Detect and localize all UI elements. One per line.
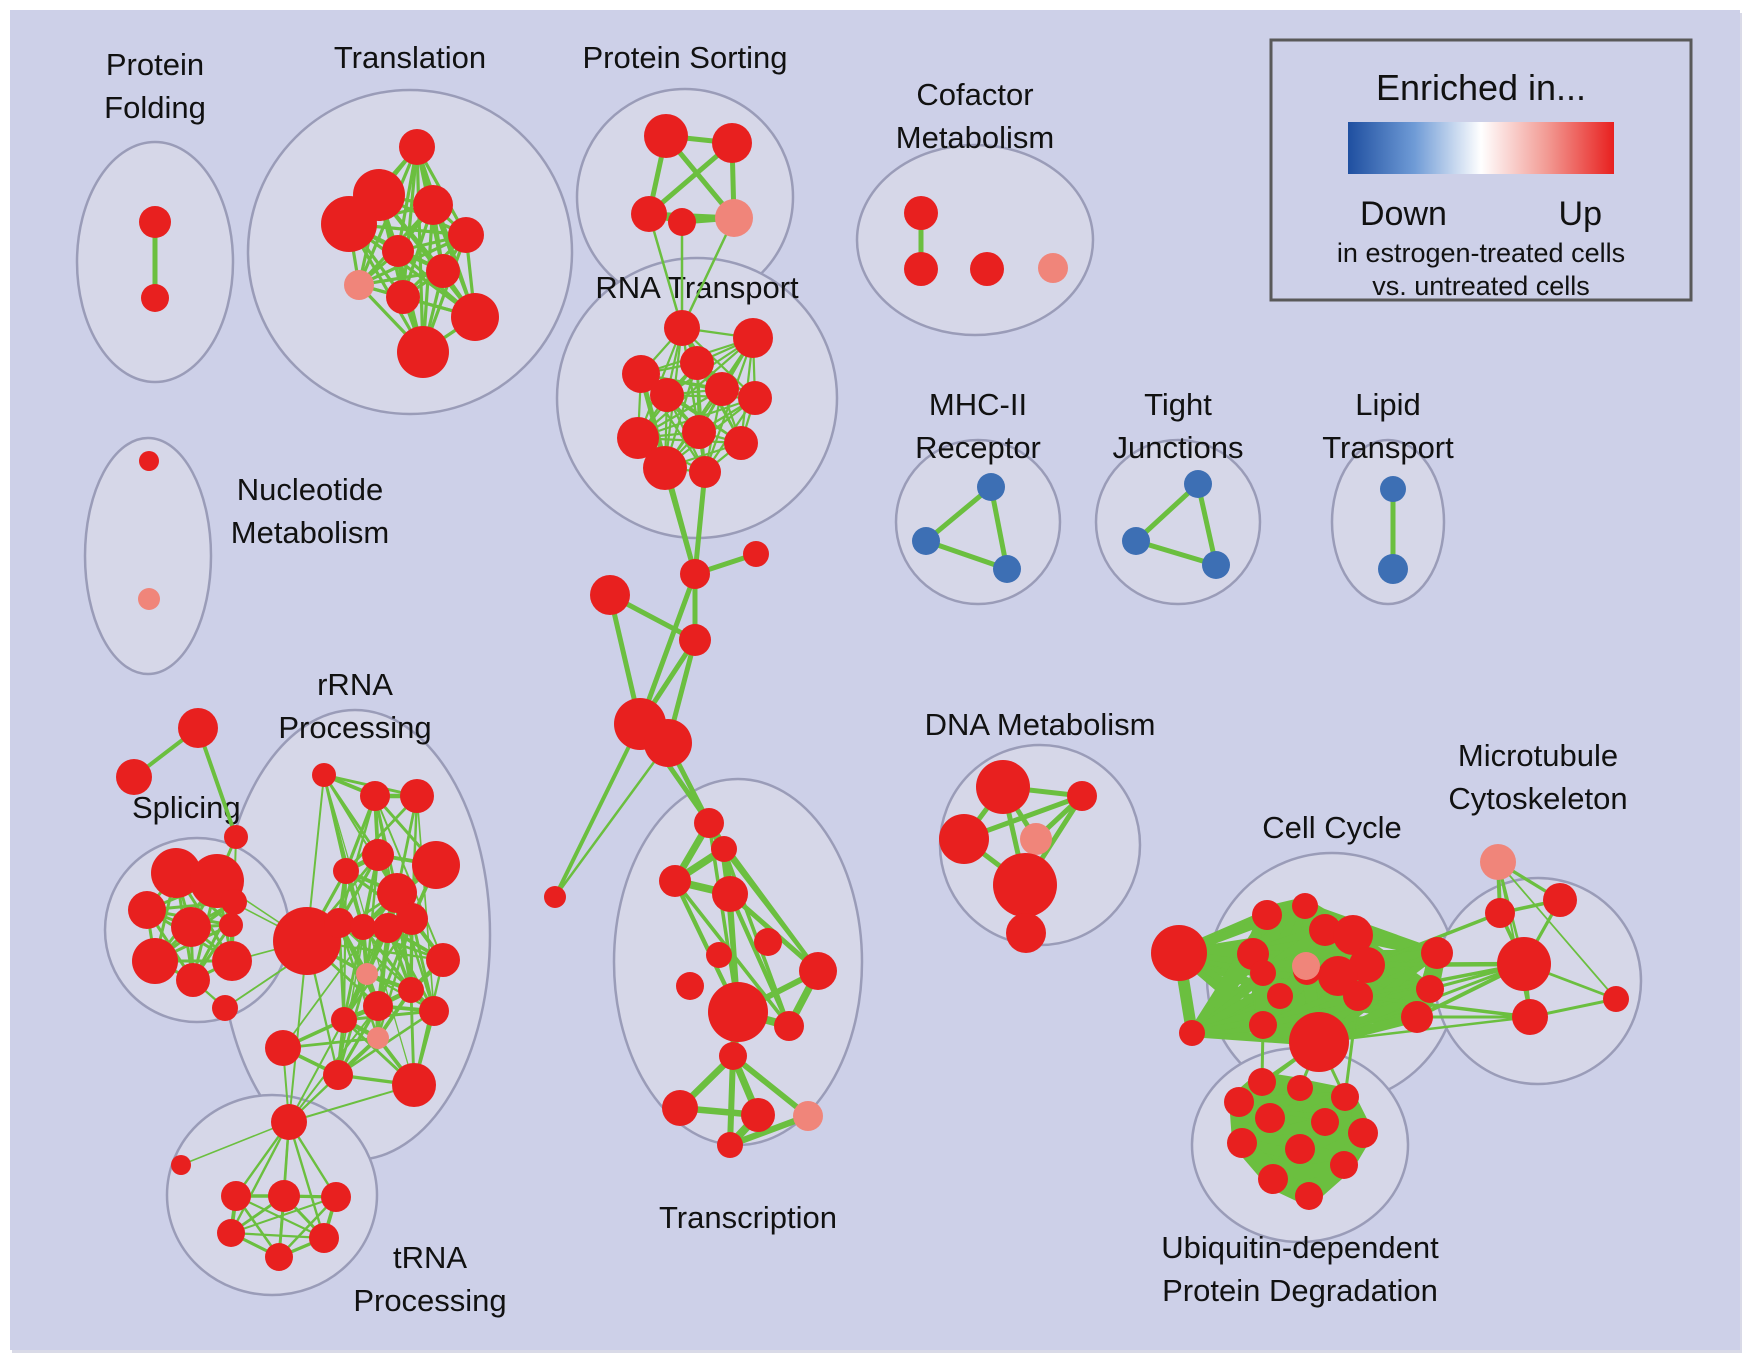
svg-text:Cytoskeleton: Cytoskeleton: [1448, 781, 1627, 816]
svg-text:Processing: Processing: [278, 710, 431, 745]
svg-text:Transcription: Transcription: [659, 1200, 837, 1235]
svg-text:Up: Up: [1559, 195, 1602, 233]
svg-text:Junctions: Junctions: [1113, 430, 1244, 465]
svg-text:Protein Sorting: Protein Sorting: [582, 40, 787, 75]
svg-text:DNA Metabolism: DNA Metabolism: [925, 707, 1156, 742]
svg-text:Down: Down: [1360, 195, 1447, 233]
svg-text:MHC-II: MHC-II: [929, 387, 1027, 422]
svg-text:tRNA: tRNA: [393, 1240, 467, 1275]
svg-text:rRNA: rRNA: [317, 667, 393, 702]
svg-text:Translation: Translation: [334, 40, 486, 75]
svg-text:Lipid: Lipid: [1355, 387, 1421, 422]
svg-text:Nucleotide: Nucleotide: [237, 472, 383, 507]
svg-text:Ubiquitin-dependent: Ubiquitin-dependent: [1161, 1230, 1439, 1265]
svg-text:Metabolism: Metabolism: [231, 515, 390, 550]
svg-text:Transport: Transport: [1322, 430, 1454, 465]
svg-text:RNA Transport: RNA Transport: [595, 270, 799, 305]
svg-text:Cofactor: Cofactor: [916, 77, 1033, 112]
svg-text:in estrogen-treated cells: in estrogen-treated cells: [1337, 238, 1625, 268]
svg-text:Receptor: Receptor: [915, 430, 1041, 465]
svg-text:Processing: Processing: [353, 1283, 506, 1318]
svg-text:Protein Degradation: Protein Degradation: [1162, 1273, 1438, 1308]
svg-text:Folding: Folding: [104, 90, 206, 125]
svg-text:Tight: Tight: [1144, 387, 1212, 422]
svg-text:Enriched in...: Enriched in...: [1376, 67, 1586, 108]
svg-text:Cell Cycle: Cell Cycle: [1262, 810, 1402, 845]
svg-text:vs. untreated cells: vs. untreated cells: [1372, 271, 1590, 301]
svg-text:Metabolism: Metabolism: [896, 120, 1055, 155]
svg-text:Protein: Protein: [106, 47, 204, 82]
svg-text:Microtubule: Microtubule: [1458, 738, 1618, 773]
